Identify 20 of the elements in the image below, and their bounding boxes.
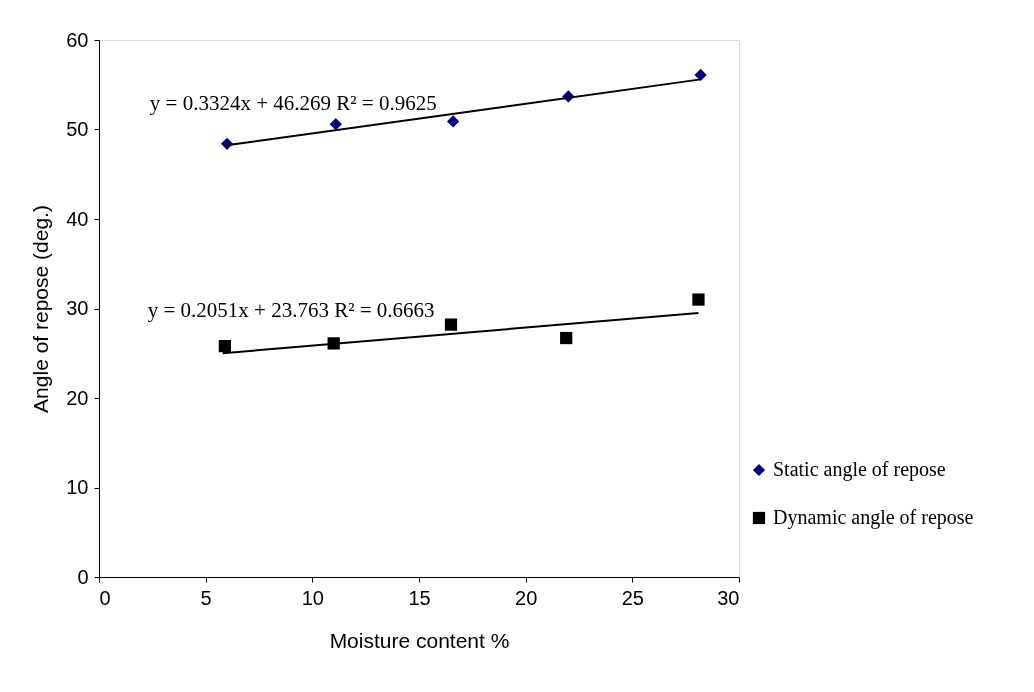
y-tick-label: 40 (66, 207, 89, 230)
x-tick-label: 30 (717, 586, 740, 609)
x-tick-label: 10 (301, 586, 324, 609)
y-tick-label: 30 (66, 297, 89, 319)
x-tick-label: 15 (408, 586, 431, 609)
y-tick-label: 50 (66, 118, 89, 140)
y-axis-title: Angle of repose (deg.) (29, 205, 53, 413)
annotation: y = 0.3324x + 46.269 R² = 0.9625 (149, 90, 437, 115)
x-tick-label: 20 (515, 586, 538, 609)
x-tick-label: 25 (621, 586, 644, 609)
y-tick-label: 10 (66, 476, 89, 498)
y-tick-label: 0 (77, 565, 89, 588)
y-tick-label: 20 (66, 386, 89, 409)
annotation: y = 0.2051x + 23.763 R² = 0.6663 (147, 298, 435, 323)
x-tick-label: 5 (200, 586, 212, 609)
legend-label: Static angle of repose (773, 458, 946, 481)
legend-label: Dynamic angle of repose (773, 506, 974, 529)
x-axis-title: Moisture content % (329, 628, 510, 652)
y-tick-label: 60 (66, 28, 89, 51)
x-tick-label: 0 (99, 586, 111, 609)
